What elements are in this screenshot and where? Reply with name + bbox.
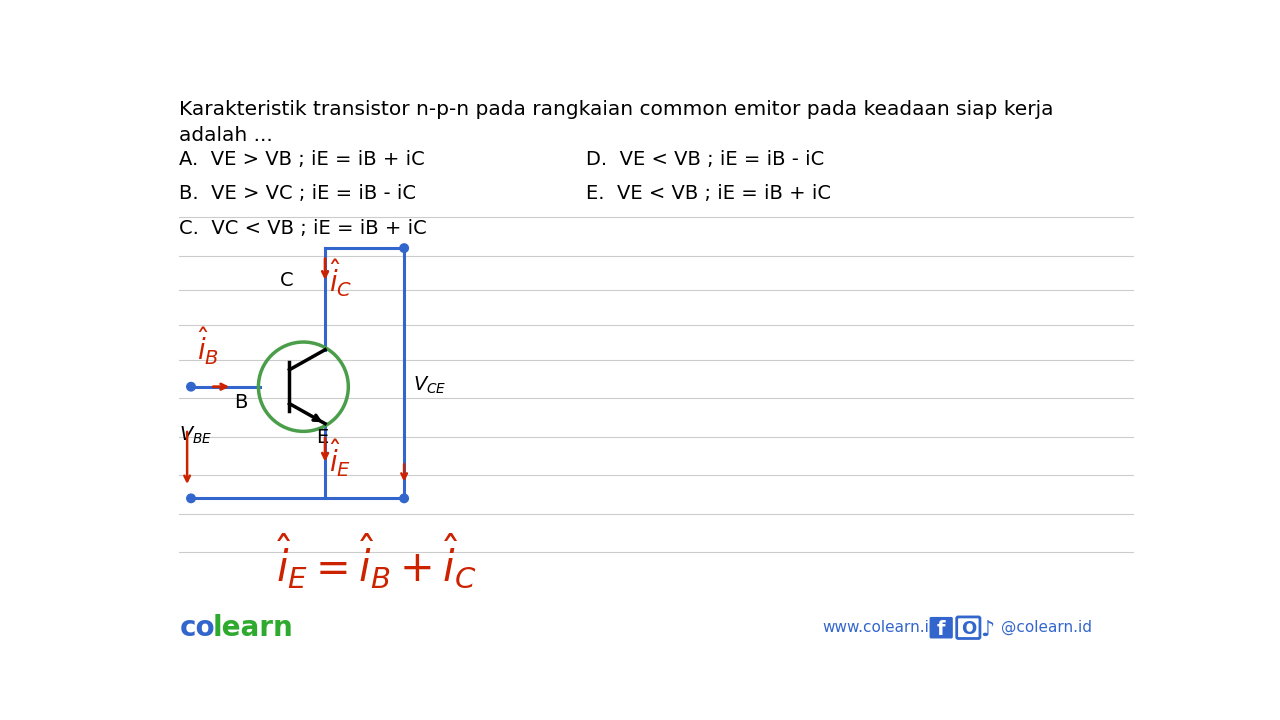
Circle shape bbox=[399, 494, 408, 503]
Text: @colearn.id: @colearn.id bbox=[1001, 620, 1092, 635]
Text: E: E bbox=[316, 428, 328, 446]
Text: A.  VE > VB ; iE = iB + iC: A. VE > VB ; iE = iB + iC bbox=[179, 150, 425, 168]
Text: adalah ...: adalah ... bbox=[179, 127, 273, 145]
FancyBboxPatch shape bbox=[929, 617, 952, 639]
Text: $\hat{i}_C$: $\hat{i}_C$ bbox=[329, 257, 352, 299]
Text: www.colearn.id: www.colearn.id bbox=[823, 620, 940, 635]
Circle shape bbox=[187, 382, 196, 391]
Circle shape bbox=[399, 244, 408, 252]
Text: $V_{CE}$: $V_{CE}$ bbox=[413, 375, 447, 397]
Circle shape bbox=[187, 494, 196, 503]
Text: C: C bbox=[280, 271, 293, 290]
Text: C.  VC < VB ; iE = iB + iC: C. VC < VB ; iE = iB + iC bbox=[179, 219, 428, 238]
Text: D.  VE < VB ; iE = iB - iC: D. VE < VB ; iE = iB - iC bbox=[586, 150, 824, 168]
Text: f: f bbox=[937, 620, 946, 639]
Text: O: O bbox=[961, 620, 975, 638]
Text: $\hat{i}_E = \hat{i}_B + \hat{i}_C$: $\hat{i}_E = \hat{i}_B + \hat{i}_C$ bbox=[276, 531, 477, 590]
Text: ♪: ♪ bbox=[980, 620, 995, 640]
Text: Karakteristik transistor n-p-n pada rangkaian common emitor pada keadaan siap ke: Karakteristik transistor n-p-n pada rang… bbox=[179, 100, 1053, 120]
Text: learn: learn bbox=[212, 614, 293, 642]
Text: co: co bbox=[179, 614, 215, 642]
Text: $\hat{i}_B$: $\hat{i}_B$ bbox=[197, 325, 219, 367]
Text: E.  VE < VB ; iE = iB + iC: E. VE < VB ; iE = iB + iC bbox=[586, 184, 831, 203]
Text: $V_{BE}$: $V_{BE}$ bbox=[179, 426, 212, 446]
Text: B: B bbox=[234, 393, 247, 412]
Text: $\hat{i}_E$: $\hat{i}_E$ bbox=[329, 437, 351, 479]
Text: B.  VE > VC ; iE = iB - iC: B. VE > VC ; iE = iB - iC bbox=[179, 184, 416, 203]
